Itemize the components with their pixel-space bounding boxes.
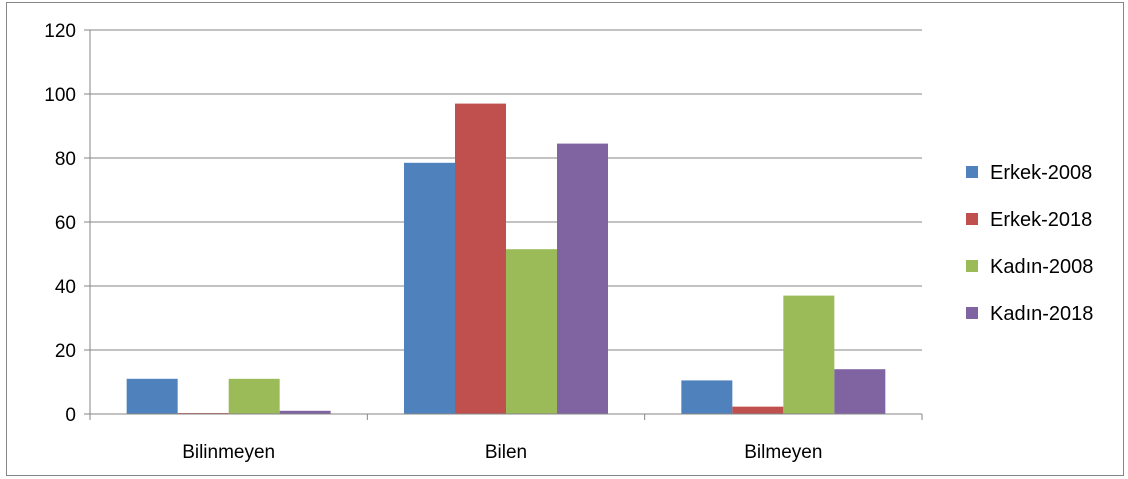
legend-label: Kadın-2008 [990,256,1093,278]
bars [126,103,886,414]
legend-label: Kadın-2018 [990,303,1093,325]
legend-label: Erkek-2018 [990,209,1092,231]
x-tick-label: Bilen [485,442,527,463]
y-tick-label: 60 [55,213,76,234]
legend-swatch [966,166,978,178]
bar-erkek-2018-bilen [455,103,506,414]
legend-label: Erkek-2008 [990,162,1092,184]
bar-erkek-2008-bilen [404,162,455,414]
y-tick-label: 20 [55,341,76,362]
bar-erkek-2018-bilmeyen [732,406,784,414]
bar-kadın-2018-bilinmeyen [279,410,331,414]
x-tick-label: Bilinmeyen [182,442,275,463]
bar-erkek-2008-bilinmeyen [126,378,178,414]
bar-kadın-2008-bilen [506,249,557,414]
bar-kadın-2008-bilinmeyen [228,378,280,414]
y-tick-label: 40 [55,277,76,298]
bar-kadın-2018-bilmeyen [834,369,886,414]
y-tick-label: 120 [44,21,76,42]
axes [89,30,922,415]
bar-kadın-2008-bilmeyen [783,295,835,414]
y-tick-label: 100 [44,85,76,106]
bar-erkek-2008-bilmeyen [681,380,733,414]
y-tick-label: 0 [65,405,76,426]
bar-kadın-2018-bilen [557,143,608,414]
legend-swatch [966,213,978,225]
x-axis-ticks: Bilinmeyen Bilen Bilmeyen [89,414,923,463]
x-tick-label: Bilmeyen [744,442,822,463]
y-tick-label: 80 [55,149,76,170]
legend-swatch [966,260,978,272]
y-axis-ticks: 0 20 40 60 80 100 120 [44,21,90,426]
legend-swatch [966,307,978,319]
legend: Erkek-2008 Erkek-2018 Kadın-2008 Kadın-2018 [966,162,1093,325]
